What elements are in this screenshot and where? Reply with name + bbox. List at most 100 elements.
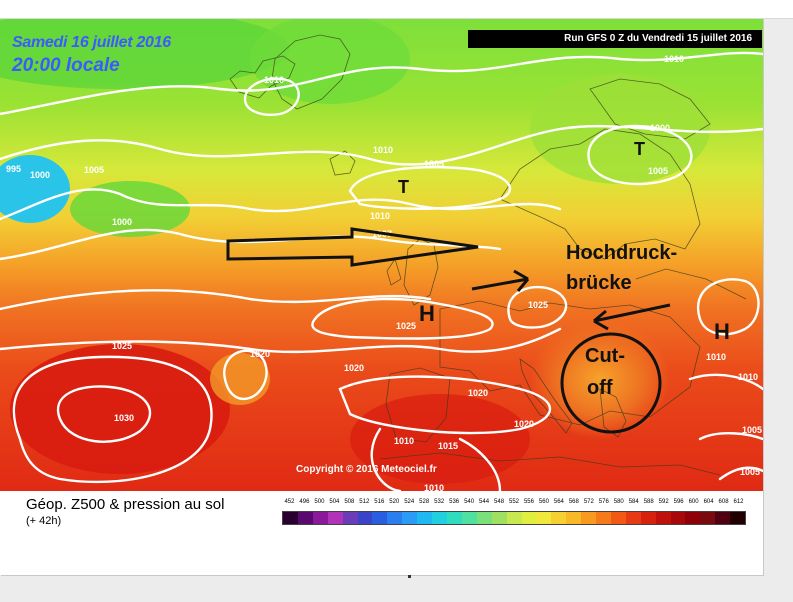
cutoff-circle — [560, 332, 662, 434]
scale-swatch — [342, 512, 358, 524]
forecast-time: 20:00 locale — [12, 55, 120, 76]
svg-text:1020: 1020 — [250, 349, 270, 359]
scale-tick-label: 452 — [284, 499, 295, 505]
warm-core-region — [530, 319, 670, 439]
svg-text:1010: 1010 — [370, 211, 390, 221]
cold-pool-region — [0, 155, 70, 223]
scale-tick-label: 580 — [613, 499, 624, 505]
scale-swatch — [685, 512, 701, 524]
svg-text:1010: 1010 — [738, 372, 758, 382]
scale-tick-label: 576 — [598, 499, 609, 505]
scale-swatch — [640, 512, 656, 524]
svg-text:1005: 1005 — [424, 159, 444, 169]
svg-text:1020: 1020 — [344, 363, 364, 373]
annotation-hochdruck-line1: Hochdruck- — [566, 242, 677, 264]
scale-tick-label: 608 — [718, 499, 729, 505]
forecast-date: Samedi 16 juillet 2016 — [12, 34, 171, 51]
svg-text:1005: 1005 — [648, 166, 668, 176]
map-panel: 995 1000 1005 1010 1000 1010 1005 1010 1… — [0, 0, 793, 575]
svg-text:1010: 1010 — [706, 352, 726, 362]
scale-swatch — [670, 512, 686, 524]
scale-swatch — [283, 512, 298, 524]
svg-text:1010: 1010 — [424, 483, 444, 491]
scale-swatch — [476, 512, 492, 524]
legend-subtitle: (+ 42h) — [26, 515, 62, 527]
svg-text:995: 995 — [6, 164, 21, 174]
svg-text:1000: 1000 — [30, 170, 50, 180]
svg-text:1030: 1030 — [114, 413, 134, 423]
scale-tick-label: 508 — [344, 499, 355, 505]
low-marker-iceland: T — [398, 177, 409, 197]
svg-text:1025: 1025 — [112, 341, 132, 351]
svg-text:1005: 1005 — [740, 467, 760, 477]
scale-tick-label: 504 — [329, 499, 340, 505]
svg-text:1005: 1005 — [742, 425, 762, 435]
scale-swatch — [536, 512, 552, 524]
scale-swatch — [402, 512, 418, 524]
pressure-centers: T T H H — [398, 139, 730, 344]
low-marker-scandinavia: T — [634, 139, 645, 159]
resize-handle[interactable] — [408, 575, 411, 578]
flow-arrow-icon — [226, 227, 479, 267]
scale-swatch — [491, 512, 507, 524]
scale-tick-label: 528 — [419, 499, 430, 505]
scale-swatch — [461, 512, 477, 524]
svg-text:1015: 1015 — [438, 441, 458, 451]
scale-swatch — [715, 512, 731, 524]
scale-swatch — [432, 512, 447, 524]
scale-tick-label: 596 — [673, 499, 684, 505]
annotation-hochdruck-line2: brücke — [566, 272, 632, 294]
legend-title: Géop. Z500 & pression au sol — [26, 496, 225, 513]
svg-text:1010: 1010 — [664, 54, 684, 64]
scale-tick-label: 560 — [538, 499, 549, 505]
scale-tick-label: 600 — [688, 499, 699, 505]
scale-swatch — [372, 512, 388, 524]
coastlines — [229, 34, 747, 476]
scale-tick-label: 552 — [508, 499, 519, 505]
scale-tick-label: 572 — [583, 499, 594, 505]
scale-tick-label: 540 — [464, 499, 475, 505]
scale-swatch — [312, 512, 328, 524]
scale-swatch — [655, 512, 671, 524]
scale-swatch — [357, 512, 373, 524]
scale-tick-label: 544 — [479, 499, 490, 505]
svg-text:1025: 1025 — [528, 300, 548, 310]
isobar-labels: 995 1000 1005 1010 1000 1010 1005 1010 1… — [6, 54, 762, 491]
scale-swatch — [417, 512, 433, 524]
pointer-arrow-icon — [593, 303, 671, 323]
svg-text:1000: 1000 — [112, 217, 132, 227]
annotation-cutoff-line1: Cut- — [585, 345, 625, 367]
scale-swatch — [297, 512, 313, 524]
weather-map: 995 1000 1005 1010 1000 1010 1005 1010 1… — [0, 19, 763, 491]
scale-swatch — [596, 512, 611, 524]
annotation-cutoff-line2: off — [587, 377, 613, 399]
scale-swatch — [730, 512, 746, 524]
annotation-overlay — [226, 227, 671, 434]
scale-swatch — [551, 512, 567, 524]
color-scale-labels: 452 496 500 504 508 512 516 520 524 528 532 536 540 5… — [278, 499, 748, 509]
scale-swatch — [625, 512, 641, 524]
scale-tick-label: 556 — [523, 499, 534, 505]
svg-text:1020: 1020 — [514, 419, 534, 429]
scale-tick-label: 512 — [359, 499, 370, 505]
color-scale-bar — [282, 511, 746, 525]
isobars — [0, 51, 763, 491]
scale-swatch — [521, 512, 537, 524]
svg-text:1000: 1000 — [650, 123, 670, 133]
scale-swatch — [387, 512, 403, 524]
scale-swatch — [581, 512, 597, 524]
high-marker-france: H — [419, 301, 435, 326]
scale-tick-label: 588 — [643, 499, 654, 505]
scale-tick-label: 604 — [703, 499, 714, 505]
svg-text:1005: 1005 — [84, 165, 104, 175]
copyright-text: Copyright © 2016 Meteociel.fr — [296, 464, 437, 475]
scale-tick-label: 584 — [628, 499, 639, 505]
run-info-box: Run GFS 0 Z du Vendredi 15 juillet 2016 — [468, 30, 762, 48]
scale-swatch — [566, 512, 582, 524]
scale-tick-label: 524 — [404, 499, 415, 505]
scale-tick-label: 564 — [553, 499, 564, 505]
scale-tick-label: 496 — [299, 499, 310, 505]
scale-tick-label: 516 — [374, 499, 385, 505]
high-marker-balkans: H — [714, 319, 730, 344]
scale-swatch — [327, 512, 343, 524]
